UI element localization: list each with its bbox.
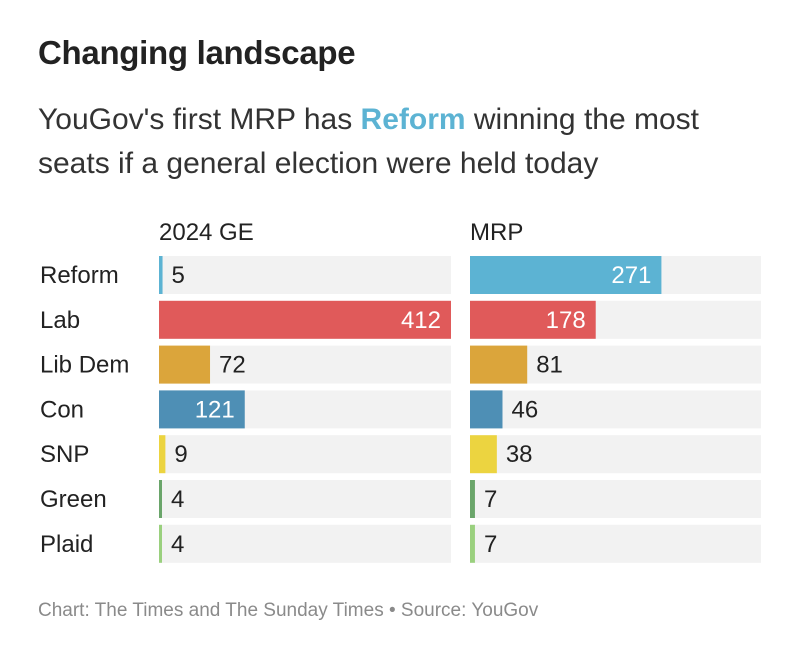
value-label-mrp-lab: 178 — [546, 307, 586, 334]
value-label-2024-ge-green: 4 — [171, 486, 184, 513]
category-label-plaid: Plaid — [40, 531, 93, 558]
track-mrp-snp — [470, 435, 761, 474]
value-label-2024-ge-reform: 5 — [172, 262, 185, 289]
bar-2024-ge-lib-dem — [159, 345, 211, 384]
value-label-mrp-snp: 38 — [506, 441, 533, 468]
category-label-reform: Reform — [40, 262, 119, 289]
track-2024-ge-green — [159, 480, 451, 518]
value-label-mrp-lib-dem: 81 — [536, 352, 563, 379]
value-label-mrp-reform: 271 — [611, 262, 651, 289]
subtitle-pre: YouGov's first MRP has — [38, 103, 361, 136]
bar-2024-ge-reform — [159, 256, 163, 294]
value-label-mrp-plaid: 7 — [484, 531, 497, 558]
bar-chart: 2024 GE MRP Reform 5 271 Lab 412 178 Lib Dem 72 81… — [40, 219, 761, 563]
bar-2024-ge-plaid — [159, 524, 162, 563]
category-label-con: Con — [40, 396, 84, 423]
bar-2024-ge-green — [159, 480, 162, 518]
value-label-mrp-green: 7 — [484, 486, 497, 513]
series-header-mrp: MRP — [470, 219, 523, 246]
track-mrp-plaid — [470, 524, 761, 563]
track-mrp-con — [470, 390, 761, 429]
category-label-lib-dem: Lib Dem — [40, 352, 129, 379]
category-label-snp: SNP — [40, 441, 89, 468]
value-label-mrp-con: 46 — [511, 396, 538, 423]
bar-mrp-reform — [470, 256, 662, 294]
track-2024-ge-snp — [159, 435, 451, 474]
chart-subtitle: YouGov's first MRP has Reform winning th… — [38, 98, 778, 186]
series-header-2024-ge: 2024 GE — [159, 219, 254, 246]
bar-mrp-snp — [470, 435, 497, 474]
chart-title: Changing landscape — [38, 34, 356, 71]
value-label-2024-ge-lib-dem: 72 — [219, 352, 246, 379]
bar-mrp-lib-dem — [470, 345, 528, 384]
value-label-2024-ge-plaid: 4 — [171, 531, 184, 558]
track-2024-ge-plaid — [159, 524, 451, 563]
category-label-lab: Lab — [40, 307, 80, 334]
value-label-2024-ge-lab: 412 — [401, 307, 441, 334]
bar-2024-ge-lab — [159, 300, 451, 339]
bar-mrp-plaid — [470, 524, 475, 563]
value-label-2024-ge-con: 121 — [195, 396, 235, 423]
subtitle-post: winning the most seats if a general elec… — [38, 103, 699, 180]
bar-mrp-lab — [470, 300, 596, 339]
bar-mrp-green — [470, 480, 475, 518]
category-label-green: Green — [40, 486, 107, 513]
track-mrp-green — [470, 480, 761, 518]
subtitle-highlight: Reform — [360, 103, 466, 136]
value-label-2024-ge-snp: 9 — [174, 441, 187, 468]
bar-mrp-con — [470, 390, 503, 429]
bar-2024-ge-snp — [159, 435, 166, 474]
bar-2024-ge-con — [159, 390, 245, 429]
chart-source: Chart: The Times and The Sunday Times • … — [38, 600, 539, 621]
track-2024-ge-reform — [159, 256, 451, 294]
